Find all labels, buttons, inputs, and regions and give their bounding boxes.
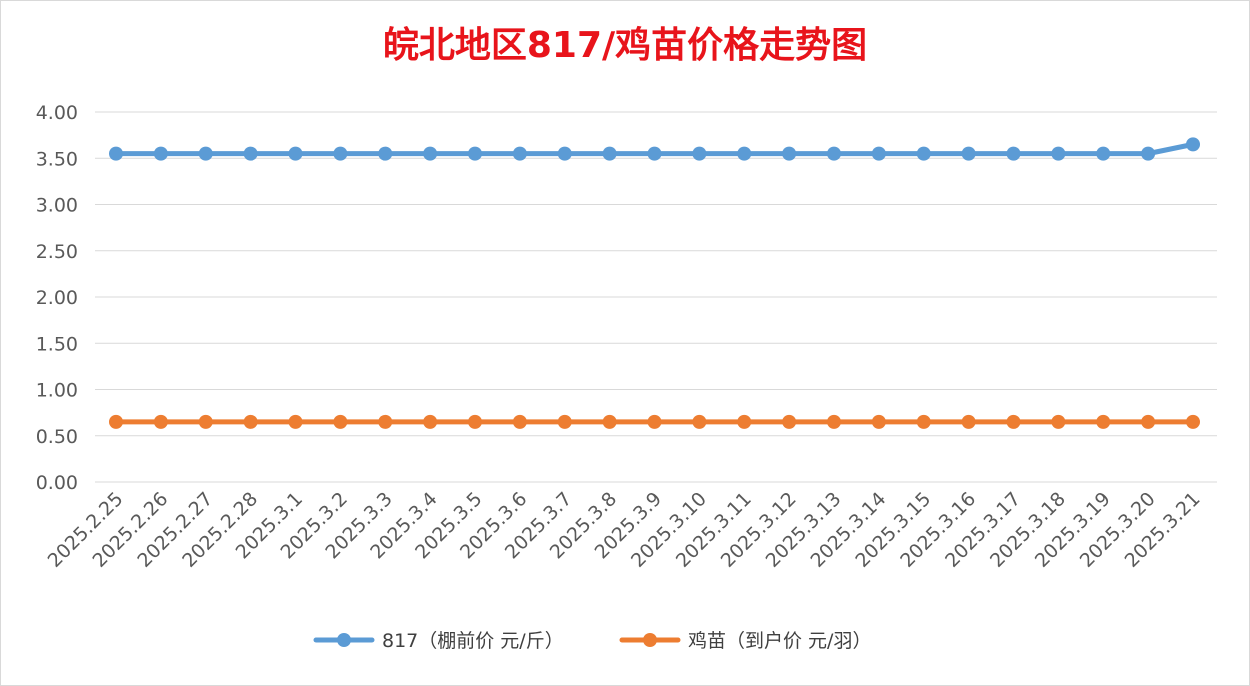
data-point — [961, 146, 976, 161]
data-point — [1006, 414, 1021, 429]
data-point — [827, 414, 841, 429]
data-point — [153, 146, 168, 161]
data-point — [692, 414, 707, 429]
data-point — [1006, 146, 1021, 161]
data-point — [737, 414, 752, 429]
x-axis: 2025.2.252025.2.262025.2.272025.2.282025… — [44, 488, 1205, 572]
data-point — [647, 146, 662, 161]
data-point — [109, 414, 123, 429]
y-tick-label: 4.00 — [36, 102, 78, 124]
data-point — [1051, 414, 1066, 429]
data-point — [333, 414, 348, 429]
data-point — [602, 146, 617, 161]
data-point — [647, 414, 662, 429]
data-point — [468, 414, 482, 429]
data-point — [1186, 137, 1200, 152]
data-point — [512, 146, 527, 161]
data-point — [288, 146, 303, 161]
data-point — [1141, 414, 1156, 429]
data-point — [198, 414, 213, 429]
legend-marker-1 — [643, 633, 657, 647]
y-tick-label: 2.00 — [36, 287, 78, 309]
y-tick-label: 1.00 — [36, 380, 78, 402]
data-point — [288, 414, 303, 429]
data-point — [916, 414, 931, 429]
data-point — [961, 414, 976, 429]
data-point — [378, 414, 393, 429]
data-point — [243, 146, 258, 161]
data-point — [512, 414, 527, 429]
data-point — [1096, 414, 1111, 429]
data-point — [1186, 414, 1200, 429]
data-point — [423, 414, 438, 429]
data-point — [602, 414, 617, 429]
data-point — [468, 146, 482, 161]
data-point — [782, 146, 797, 161]
y-tick-label: 0.00 — [36, 472, 78, 494]
y-tick-label: 2.50 — [36, 241, 78, 263]
data-point — [871, 146, 886, 161]
data-point — [333, 146, 348, 161]
data-point — [827, 146, 841, 161]
gridlines — [95, 111, 1217, 483]
y-tick-label: 3.50 — [36, 148, 78, 170]
y-tick-label: 3.00 — [36, 195, 78, 217]
y-tick-label: 1.50 — [36, 333, 78, 355]
data-point — [782, 414, 797, 429]
data-point — [1051, 146, 1066, 161]
data-point — [109, 146, 123, 161]
data-point — [737, 146, 752, 161]
data-point — [557, 146, 572, 161]
data-point — [153, 414, 168, 429]
data-point — [198, 146, 213, 161]
data-point — [378, 146, 393, 161]
chart-title: 皖北地区817/鸡苗价格走势图 — [382, 25, 868, 66]
legend: 817（棚前价 元/斤） 鸡苗（到户价 元/羽） — [313, 630, 871, 652]
legend-label-0: 817（棚前价 元/斤） — [382, 630, 564, 652]
data-point — [916, 146, 931, 161]
data-point — [692, 146, 707, 161]
data-point — [871, 414, 886, 429]
y-tick-label: 0.50 — [36, 426, 78, 448]
data-point — [243, 414, 258, 429]
y-axis: 0.00 0.50 1.00 1.50 2.00 2.50 3.00 3.50 4.00 — [36, 102, 78, 494]
data-point — [1141, 146, 1156, 161]
data-point — [423, 146, 438, 161]
data-point — [557, 414, 572, 429]
data-point — [1096, 146, 1111, 161]
legend-label-1: 鸡苗（到户价 元/羽） — [688, 630, 871, 652]
series-lines — [109, 137, 1200, 429]
legend-marker-0 — [337, 633, 351, 647]
